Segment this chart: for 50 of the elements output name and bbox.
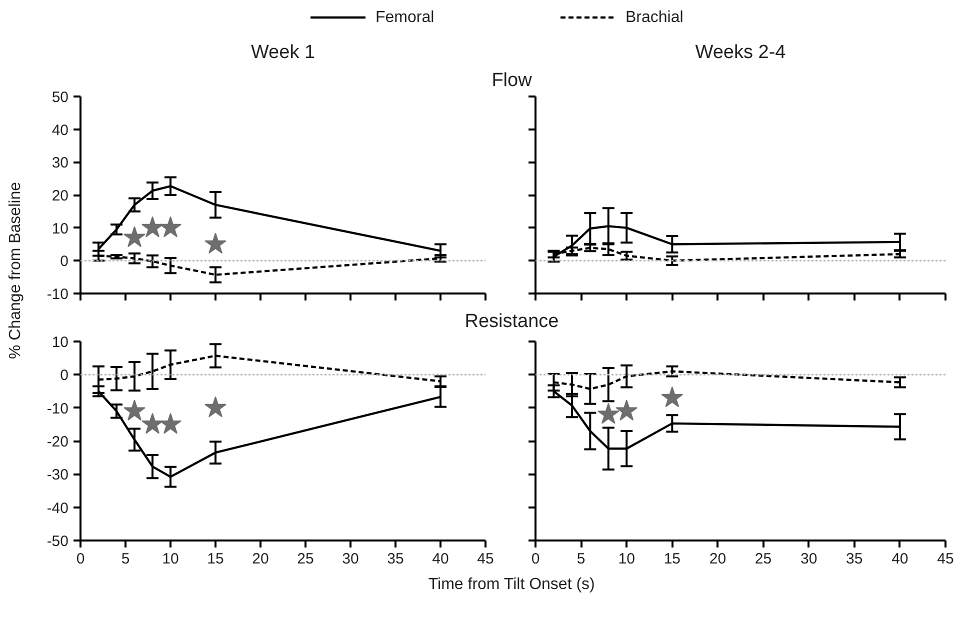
chart-subtitle: Flow — [492, 70, 532, 91]
x-tick-label: 5 — [121, 550, 130, 568]
x-tick-label: 40 — [432, 550, 449, 568]
y-tick-label: 20 — [52, 188, 69, 204]
y-tick-label: 50 — [52, 89, 69, 106]
x-tick-label: 0 — [76, 550, 85, 568]
chart-title: Weeks 2-4 — [695, 42, 786, 63]
legend-label: Femoral — [376, 9, 434, 26]
point — [124, 400, 146, 421]
y-tick-label: -50 — [46, 533, 69, 550]
x-tick-label: 15 — [664, 550, 681, 568]
chart-subtitle: Resistance — [464, 311, 559, 332]
point — [160, 412, 182, 434]
y-tick-label: -40 — [46, 500, 69, 517]
point — [142, 412, 164, 434]
x-axis-title: Time from Tilt Onset (s) — [428, 576, 595, 593]
x-tick-label: 45 — [937, 550, 954, 568]
x-tick-label: 10 — [162, 550, 179, 568]
chart-title: Week 1 — [250, 42, 316, 63]
y-tick-label: 0 — [60, 253, 68, 270]
x-tick-label: 35 — [387, 550, 404, 568]
x-tick-label: 25 — [297, 550, 314, 568]
x-tick-label: 30 — [342, 550, 359, 568]
x-tick-label: 30 — [800, 550, 818, 568]
y-tick-label: -20 — [46, 434, 69, 450]
y-tick-label: -10 — [46, 286, 69, 303]
y-tick-label: 40 — [52, 122, 69, 139]
y-tick-label: 10 — [52, 334, 69, 351]
x-tick-label: 0 — [531, 550, 540, 568]
x-tick-label: 5 — [576, 550, 586, 568]
y-tick-label: 0 — [60, 367, 68, 384]
point — [204, 396, 226, 418]
point — [204, 232, 226, 254]
x-tick-label: 15 — [207, 550, 224, 568]
x-tick-label: 10 — [618, 550, 635, 568]
x-tick-label: 20 — [252, 550, 269, 568]
y-axis-title: % Change from Baseline — [7, 182, 24, 359]
y-tick-label: -30 — [46, 466, 69, 484]
legend-label: Brachial — [626, 9, 684, 26]
y-tick-label: -10 — [46, 400, 69, 418]
x-tick-label: 35 — [846, 550, 863, 568]
point — [142, 216, 164, 238]
x-tick-label: 45 — [477, 550, 494, 568]
y-tick-label: 30 — [52, 154, 69, 172]
point — [124, 226, 146, 248]
point — [160, 216, 182, 238]
x-tick-label: 40 — [892, 550, 908, 568]
x-tick-label: 25 — [754, 550, 772, 568]
y-tick-label: 10 — [52, 220, 69, 238]
x-tick-label: 20 — [709, 550, 726, 568]
